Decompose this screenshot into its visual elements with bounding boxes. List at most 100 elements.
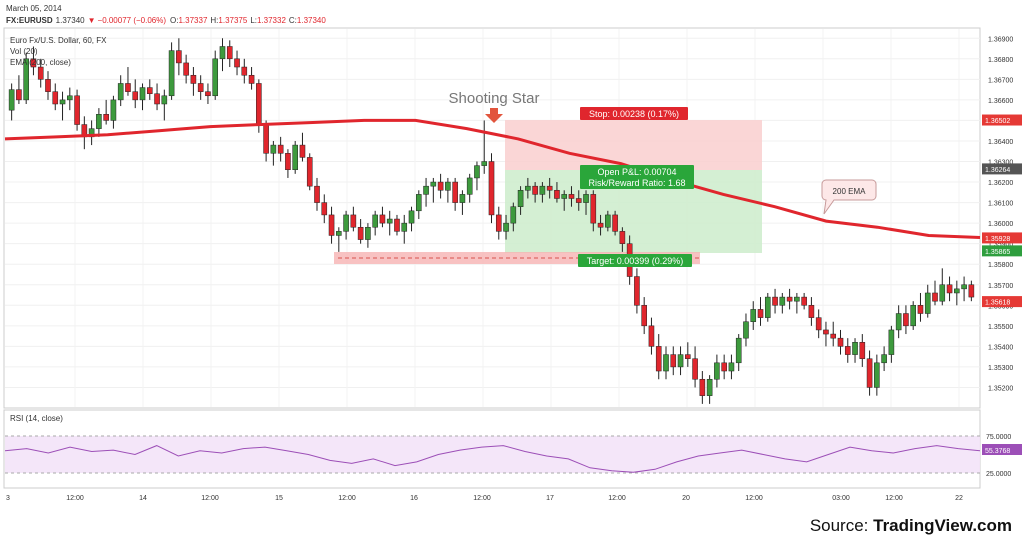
price-tag xyxy=(982,296,1022,308)
time-tick-label: 3 xyxy=(6,495,10,502)
candle xyxy=(437,173,444,199)
down-triangle-icon: ▼ xyxy=(88,16,96,25)
candle xyxy=(932,280,938,306)
price-tag xyxy=(982,245,1022,257)
time-tick-label: 16 xyxy=(410,495,418,502)
candle xyxy=(612,210,618,236)
candle xyxy=(706,375,713,404)
price-tick-label: 1.36200 xyxy=(988,180,1013,187)
candle xyxy=(517,186,524,215)
candle xyxy=(510,202,517,232)
time-axis: 3 12:00 14 12:00 15 12:00 16 12:00 17 12:00 20 12:0… xyxy=(6,495,963,502)
candles-layer xyxy=(8,38,975,404)
candle xyxy=(895,305,902,339)
candle xyxy=(299,132,306,162)
candle xyxy=(634,268,640,314)
pattern-label: Shooting Star xyxy=(449,90,540,107)
price-tick-label: 1.36600 xyxy=(988,98,1013,105)
candle xyxy=(314,177,320,211)
candle xyxy=(205,83,211,104)
candle xyxy=(277,136,284,162)
candle xyxy=(503,214,509,240)
candle xyxy=(714,354,720,388)
candle xyxy=(721,354,727,380)
candle xyxy=(488,153,495,224)
candle xyxy=(648,317,655,355)
price-tags: 1.36502 1.36264 1.35928 1.35865 1.35618 xyxy=(982,114,1022,308)
candle xyxy=(96,108,102,137)
candle xyxy=(525,177,531,199)
candle xyxy=(343,210,349,240)
price-tag-label: 1.36502 xyxy=(985,118,1010,125)
time-tick-label: 12:00 xyxy=(66,495,84,502)
rsi-tick-25: 25.0000 xyxy=(986,471,1011,478)
candle xyxy=(641,297,647,335)
candle xyxy=(292,140,298,174)
rsi-value-tag: 55.3768 xyxy=(985,448,1010,455)
candle xyxy=(459,190,466,215)
time-tick-label: 22 xyxy=(955,495,963,502)
price-tag-label: 1.35928 xyxy=(985,236,1010,243)
candle xyxy=(219,38,226,72)
candle xyxy=(546,177,553,199)
candle xyxy=(605,210,611,232)
candle xyxy=(728,354,735,380)
candle xyxy=(750,301,757,330)
candle xyxy=(132,79,139,109)
price-tick-label: 1.35300 xyxy=(988,365,1013,372)
time-tick-label: 17 xyxy=(546,495,554,502)
candle xyxy=(677,346,684,376)
header-last: 1.37340 xyxy=(56,16,85,25)
candle xyxy=(241,58,248,84)
candle xyxy=(757,297,764,326)
candle xyxy=(597,214,604,236)
candle xyxy=(23,52,29,104)
time-tick-label: 12:00 xyxy=(473,495,491,502)
price-tag-label: 1.36264 xyxy=(985,167,1010,174)
candle xyxy=(794,292,800,314)
candle xyxy=(939,268,946,306)
candle xyxy=(554,182,560,203)
candle xyxy=(466,173,473,203)
price-tick-label: 1.36000 xyxy=(988,221,1013,228)
candle xyxy=(910,301,916,330)
rsi-line xyxy=(4,445,981,473)
price-tag xyxy=(982,163,1022,175)
candle xyxy=(197,75,204,100)
rsi-label: RSI (14, close) xyxy=(10,414,63,423)
candle xyxy=(125,67,131,96)
candle xyxy=(59,91,66,121)
candle xyxy=(699,371,706,404)
candle xyxy=(30,46,37,76)
time-tick-label: 15 xyxy=(275,495,283,502)
candle xyxy=(946,276,953,302)
header-quote: FX:EURUSD 1.37340 ▼ −0.00077 (−0.06%) O:1.37… xyxy=(6,16,326,25)
risk-reward-text: Risk/Reward Ratio: 1.68 xyxy=(588,178,685,188)
candle xyxy=(779,292,786,314)
candle xyxy=(234,50,240,76)
candle xyxy=(815,309,822,339)
candle xyxy=(45,71,51,100)
price-tick-label: 1.35800 xyxy=(988,262,1013,269)
candle xyxy=(103,99,109,125)
candle xyxy=(248,67,255,90)
candle xyxy=(146,79,153,100)
candle xyxy=(321,194,328,224)
candle xyxy=(306,153,313,191)
candle xyxy=(663,346,669,380)
legend-vol: Vol (20) xyxy=(10,47,38,56)
candle xyxy=(866,350,873,396)
candle xyxy=(285,149,291,178)
candle xyxy=(954,280,960,306)
stop-label-bg xyxy=(580,107,688,120)
candle xyxy=(830,321,837,347)
candle xyxy=(495,206,502,240)
candle xyxy=(874,354,880,396)
candle xyxy=(365,223,371,248)
candle xyxy=(685,342,691,367)
candle xyxy=(226,40,233,68)
candle xyxy=(735,334,742,372)
candle xyxy=(655,334,662,380)
